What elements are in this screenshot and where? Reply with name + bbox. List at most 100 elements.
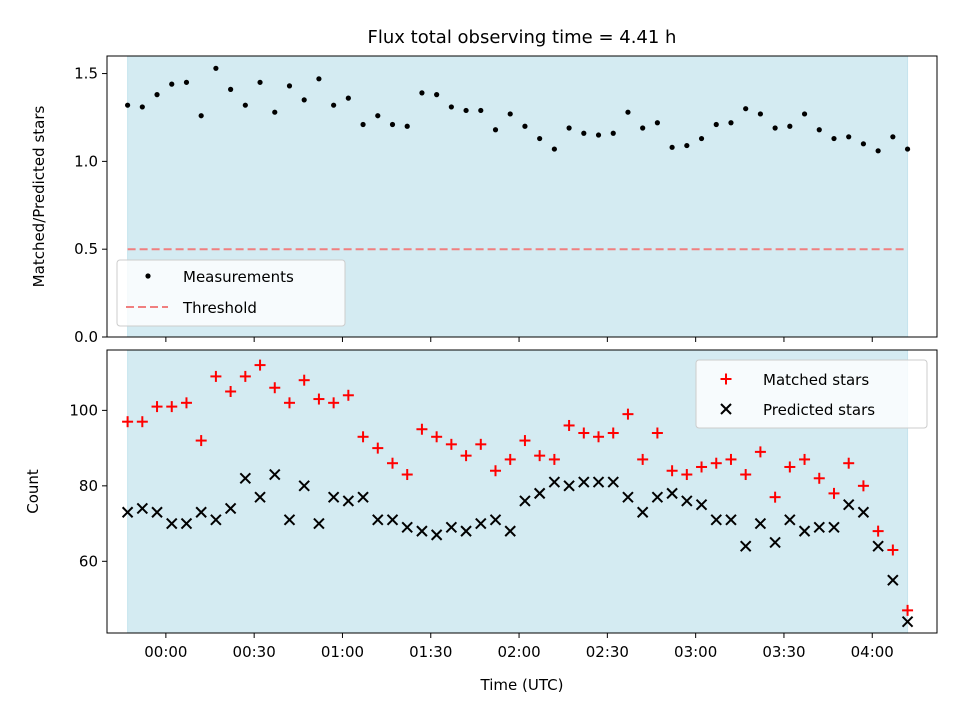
y-tick-label: 1.0 (74, 152, 98, 170)
legend-label: Threshold (182, 299, 257, 317)
predicted-marker-b (298, 480, 310, 492)
measurement-point (404, 123, 410, 129)
predicted-star-marker (887, 574, 899, 586)
matched-star-marker (637, 453, 649, 465)
predicted-star-marker (298, 480, 310, 492)
matched-star-marker (254, 359, 266, 371)
matched-star-marker (269, 382, 281, 394)
measurement-point (904, 146, 911, 152)
predicted-star-marker (475, 517, 487, 530)
predicted-star-marker (548, 476, 561, 488)
predicted-marker-b (224, 502, 237, 515)
predicted-star-marker (180, 517, 193, 530)
x-tick-label: 00:30 (233, 643, 276, 661)
measurement-point (213, 65, 219, 71)
matched-star-marker (372, 442, 384, 454)
legend-box (116, 259, 346, 327)
measurement-point (831, 135, 837, 142)
matched-star-marker (210, 370, 222, 382)
y-tick-label: 0.5 (74, 240, 98, 258)
matched-star-marker (195, 435, 207, 447)
legend-measurement-marker (145, 273, 151, 279)
predicted-star-marker (386, 514, 399, 526)
predicted-star-marker (798, 525, 811, 537)
predicted-star-marker (681, 495, 693, 507)
measurement-point (698, 135, 705, 142)
legend-label: Predicted stars (763, 401, 875, 419)
matched-star-marker (328, 397, 340, 409)
matched-star-marker (504, 453, 516, 465)
measurement-point (640, 125, 646, 131)
matched-star-marker (357, 431, 369, 443)
predicted-star-marker (489, 514, 502, 526)
measurement-point (684, 142, 690, 149)
matched-star-marker (902, 604, 914, 616)
predicted-marker-b (813, 521, 825, 534)
predicted-marker-b (636, 506, 649, 518)
predicted-marker-b (548, 476, 561, 488)
measurement-point (595, 132, 602, 138)
predicted-star-marker (372, 514, 384, 526)
matched-star-marker (313, 393, 325, 405)
predicted-marker-b (857, 506, 870, 518)
legend-box (695, 359, 928, 429)
predicted-marker-b (519, 495, 531, 507)
matched-star-marker (593, 431, 605, 443)
measurement-point (257, 79, 263, 85)
axes-frame (106, 55, 938, 338)
x-tick-label: 04:00 (851, 643, 894, 661)
predicted-star-marker (327, 491, 340, 503)
matched-star-marker (740, 469, 752, 481)
axes-frame (106, 349, 938, 634)
measurement-point (801, 111, 808, 117)
measurement-point (566, 125, 572, 131)
predicted-marker-b (401, 521, 413, 534)
predicted-marker-b (695, 498, 708, 511)
predicted-marker-b (798, 525, 811, 537)
predicted-marker-b (327, 491, 340, 503)
matched-star-marker (666, 465, 678, 477)
matched-star-marker (180, 397, 192, 409)
predicted-marker-b (725, 514, 737, 526)
x-tick-label: 02:00 (497, 643, 540, 661)
measurement-point (316, 76, 322, 82)
measurement-point (757, 111, 764, 117)
matched-star-marker (490, 465, 502, 477)
matched-star-marker (519, 435, 531, 447)
predicted-star-marker (401, 521, 413, 534)
matched-star-marker (784, 461, 796, 473)
predicted-star-marker (166, 517, 178, 530)
predicted-marker-b (180, 517, 193, 530)
measurement-point (669, 144, 675, 150)
matched-star-marker (857, 480, 869, 492)
predicted-marker-b (313, 517, 325, 530)
predicted-star-marker (828, 521, 840, 534)
predicted-marker-b (136, 502, 149, 515)
predicted-marker-b (578, 476, 590, 488)
measurement-point (728, 120, 734, 126)
matched-star-marker (828, 487, 840, 499)
measurement-point (345, 95, 351, 101)
predicted-marker-b (754, 517, 767, 530)
measurement-point (360, 121, 366, 128)
x-tick-label: 01:00 (321, 643, 364, 661)
predicted-marker-b (445, 521, 458, 534)
measurement-point (169, 81, 175, 87)
predicted-star-marker (813, 521, 825, 534)
matched-star-marker (401, 469, 413, 481)
measurement-point (183, 79, 190, 85)
predicted-star-marker (313, 517, 325, 530)
predicted-marker-b (460, 525, 472, 537)
matched-star-marker (843, 457, 855, 469)
legend-bottom: Matched stars Predicted stars (695, 359, 928, 429)
measurement-point (478, 107, 484, 114)
predicted-marker-b (769, 536, 781, 549)
matched-star-marker (563, 419, 575, 431)
x-tick-label: 01:30 (409, 643, 452, 661)
chart-title: Flux total observing time = 4.41 h (368, 27, 677, 48)
matched-star-marker (122, 416, 134, 428)
predicted-star-marker (592, 476, 605, 488)
predicted-marker-b (504, 525, 516, 537)
matched-star-marker (710, 457, 722, 469)
predicted-marker-b (872, 540, 884, 552)
